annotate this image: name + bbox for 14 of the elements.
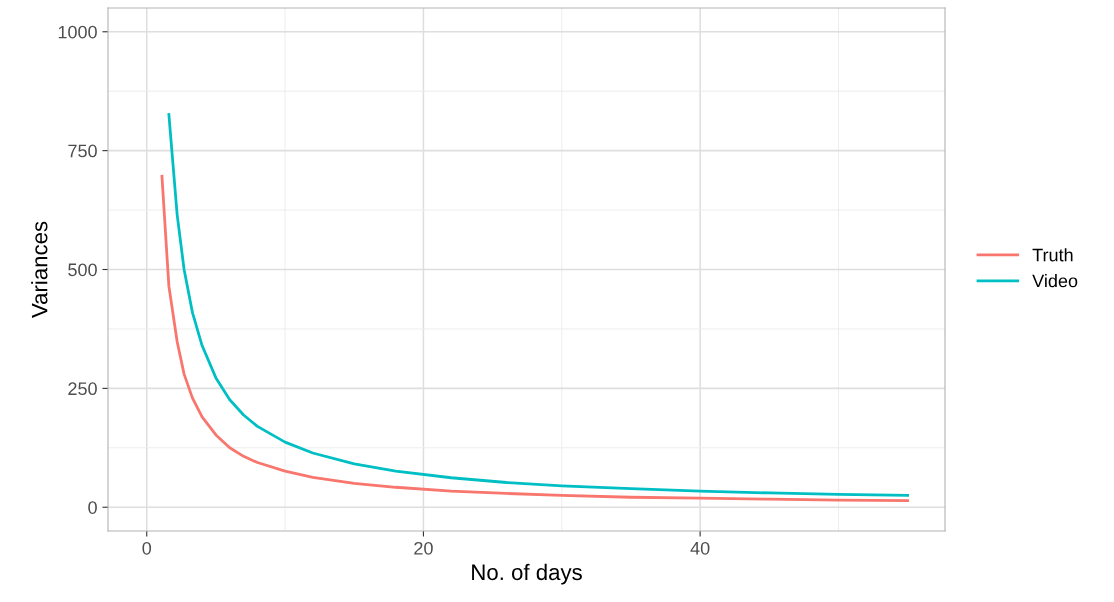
y-tick-label: 1000 xyxy=(58,25,97,39)
y-tick-label: 750 xyxy=(68,144,97,158)
y-tick-label: 250 xyxy=(68,382,97,396)
line-series xyxy=(160,174,910,502)
x-axis-title: No. of days xyxy=(472,563,582,585)
y-axis-title: Variances xyxy=(31,221,48,318)
line-series xyxy=(167,113,910,497)
y-tick-label: 500 xyxy=(68,263,97,277)
x-tick-label: 0 xyxy=(142,541,152,555)
x-tick-label: 40 xyxy=(690,541,710,555)
x-tick-label: 20 xyxy=(414,541,433,555)
legend-label: Truth xyxy=(1032,248,1073,262)
legend-label: Video xyxy=(1032,274,1078,288)
y-tick-label: 0 xyxy=(88,501,97,514)
